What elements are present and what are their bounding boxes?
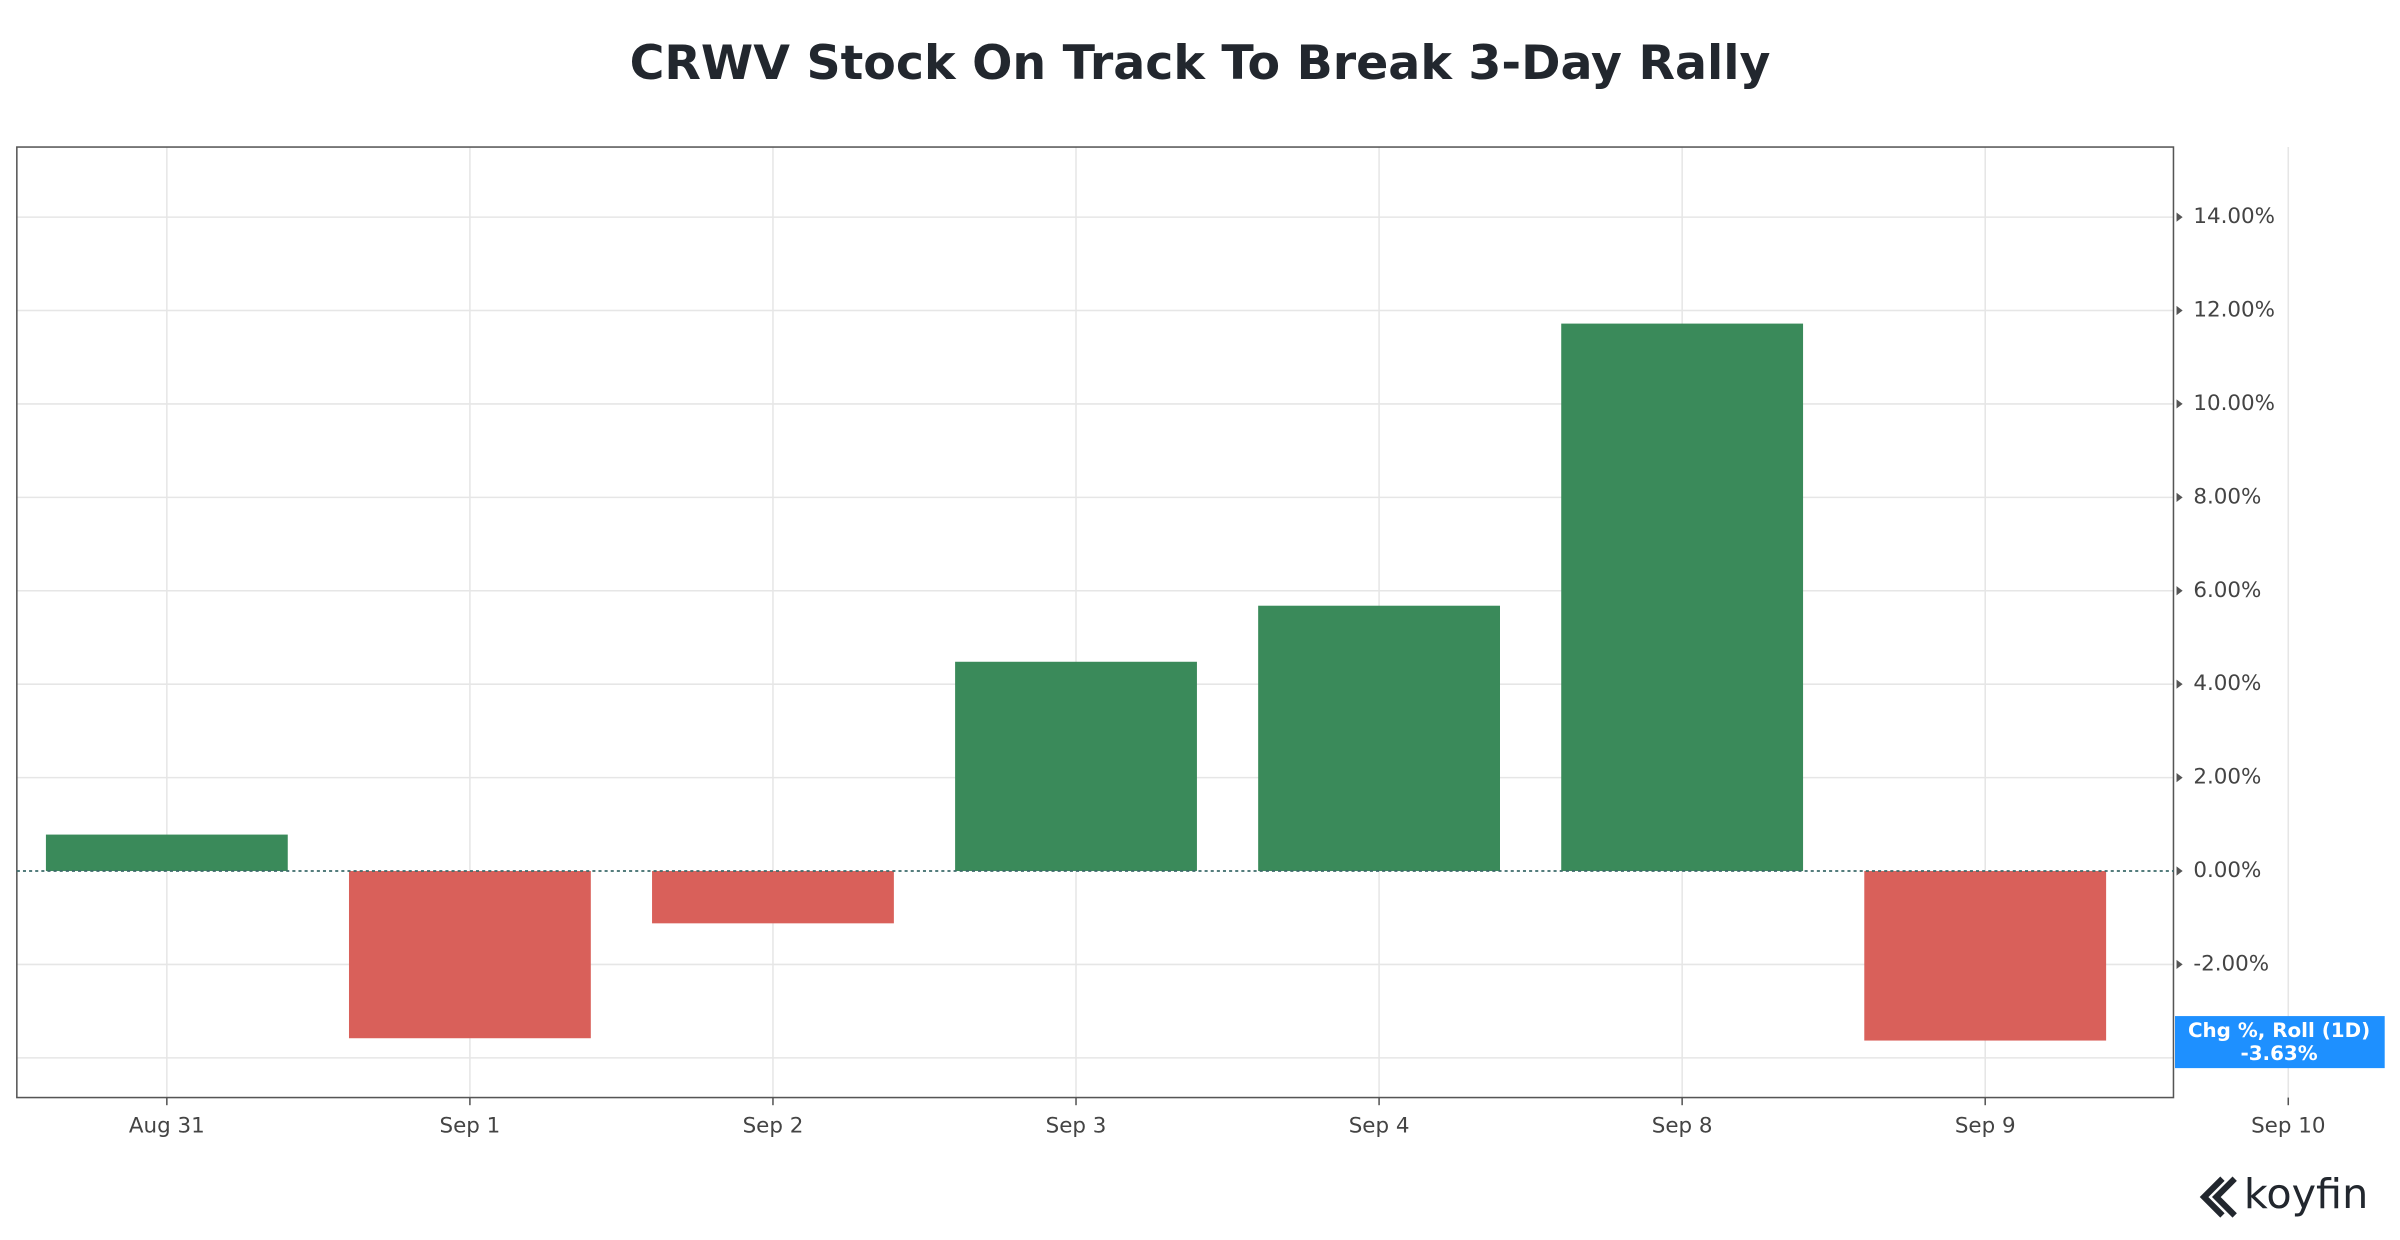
bars [45, 323, 2107, 1041]
y-tick-label: 12.00% [2193, 298, 2275, 323]
chart-title: CRWV Stock On Track To Break 3-Day Rally [630, 36, 1771, 91]
bar [348, 871, 591, 1039]
x-tick-label: Aug 31 [129, 1114, 205, 1139]
badge-series-name: Chg %, Roll (1D) [2188, 1019, 2370, 1042]
y-tick-label: 0.00% [2193, 858, 2261, 883]
bar [45, 834, 288, 872]
x-tick-label: Sep 3 [1046, 1114, 1107, 1139]
y-tick-mark [2176, 586, 2183, 596]
y-tick-label: 2.00% [2193, 765, 2261, 790]
brand-name: koyfin [2244, 1170, 2368, 1218]
x-tick-label: Sep 8 [1652, 1114, 1713, 1139]
y-tick-mark [2176, 212, 2183, 222]
bar [1864, 871, 2107, 1041]
x-tick-label: Sep 1 [440, 1114, 501, 1139]
y-tick-label: -2.00% [2193, 951, 2269, 976]
brand-logo: koyfin [2199, 1170, 2368, 1218]
y-tick-mark [2176, 305, 2183, 316]
brand-icon [2199, 1176, 2237, 1218]
y-tick-mark [2176, 492, 2183, 502]
bar [1258, 605, 1500, 872]
bar [652, 871, 894, 924]
x-tick-label: Sep 9 [1955, 1114, 2016, 1139]
x-tick-label: Sep 4 [1349, 1114, 1410, 1139]
y-tick-label: 10.00% [2193, 391, 2275, 416]
y-tick-label: 8.00% [2193, 484, 2261, 509]
y-tick-mark [2176, 866, 2183, 876]
plot-frame [16, 146, 2175, 1099]
bar [1561, 323, 1804, 872]
last-value-badge: Chg %, Roll (1D)-3.63% [2175, 1016, 2385, 1069]
y-tick-label: 14.00% [2193, 204, 2275, 229]
badge-bg [2175, 1016, 2385, 1069]
y-tick-mark [2176, 773, 2183, 783]
y-tick-mark [2176, 959, 2183, 970]
x-tick-label: Sep 2 [743, 1114, 804, 1139]
y-tick-label: 4.00% [2193, 671, 2261, 696]
badge-value-label: -3.63% [2240, 1042, 2317, 1065]
x-tick-label: Sep 10 [2251, 1114, 2325, 1139]
y-tick-mark [2176, 399, 2183, 409]
bar [955, 661, 1197, 872]
y-tick-label: 6.00% [2193, 578, 2261, 603]
y-tick-mark [2176, 679, 2183, 689]
